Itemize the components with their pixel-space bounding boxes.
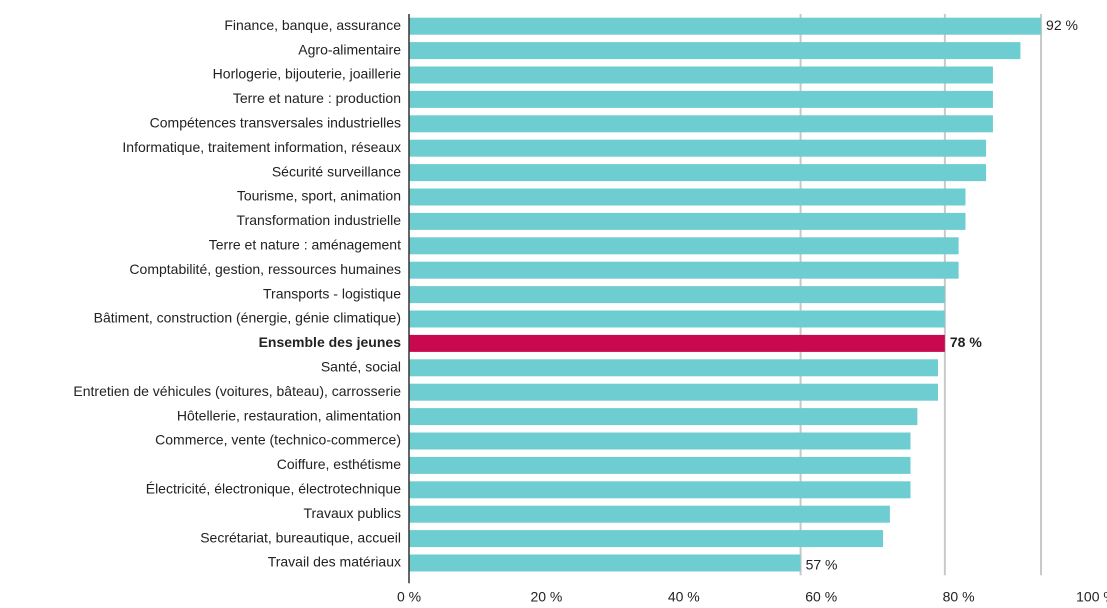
category-label: Tourisme, sport, animation <box>237 188 401 204</box>
bar <box>409 115 993 133</box>
value-label: 78 % <box>950 334 982 350</box>
bar <box>409 90 993 108</box>
category-label: Secrétariat, bureautique, accueil <box>200 529 401 545</box>
x-tick-label: 40 % <box>668 589 700 605</box>
category-label: Santé, social <box>321 359 401 375</box>
category-label: Terre et nature : aménagement <box>209 237 401 253</box>
bar <box>409 139 987 157</box>
category-label: Travaux publics <box>303 505 401 521</box>
category-label: Finance, banque, assurance <box>224 17 401 33</box>
category-label: Coiffure, esthétisme <box>277 456 401 472</box>
category-label: Bâtiment, construction (énergie, génie c… <box>94 310 401 326</box>
category-label: Sécurité surveillance <box>272 163 401 179</box>
category-label: Comptabilité, gestion, ressources humain… <box>129 261 401 277</box>
category-label: Agro-alimentaire <box>298 41 401 57</box>
bar <box>409 505 890 523</box>
bar <box>409 530 884 548</box>
value-label: 92 % <box>1046 17 1078 33</box>
category-label: Commerce, vente (technico-commerce) <box>155 432 401 448</box>
category-label: Transports - logistique <box>263 285 401 301</box>
category-label: Travail des matériaux <box>268 554 401 570</box>
category-label: Terre et nature : production <box>233 90 401 106</box>
category-label: Horlogerie, bijouterie, joaillerie <box>213 66 402 82</box>
bar <box>409 383 938 401</box>
bar <box>409 261 959 279</box>
bar <box>409 17 1042 35</box>
x-tick-label: 100 % <box>1076 589 1107 605</box>
bar <box>409 456 911 474</box>
x-tick-label: 60 % <box>805 589 837 605</box>
category-label: Ensemble des jeunes <box>259 334 402 350</box>
bar <box>409 432 911 450</box>
bar <box>409 359 938 377</box>
bar <box>409 334 945 352</box>
bar <box>409 408 918 426</box>
category-label: Transformation industrielle <box>237 212 402 228</box>
bar <box>409 42 1021 60</box>
value-label: 57 % <box>806 557 838 573</box>
bar <box>409 554 801 572</box>
category-label: Électricité, électronique, électrotechni… <box>146 481 401 497</box>
category-label: Entretien de véhicules (voitures, bâteau… <box>73 383 401 399</box>
bar <box>409 188 966 206</box>
x-tick-label: 20 % <box>530 589 562 605</box>
bar <box>409 212 966 230</box>
bar <box>409 286 945 304</box>
x-tick-label: 0 % <box>397 589 421 605</box>
bar <box>409 481 911 499</box>
x-tick-label: 80 % <box>943 589 975 605</box>
category-label: Compétences transversales industrielles <box>150 115 401 131</box>
bar <box>409 164 987 182</box>
bar <box>409 66 993 84</box>
category-label: Informatique, traitement information, ré… <box>122 139 401 155</box>
category-label: Hôtellerie, restauration, alimentation <box>177 407 401 423</box>
bar <box>409 237 959 255</box>
bar <box>409 310 945 328</box>
